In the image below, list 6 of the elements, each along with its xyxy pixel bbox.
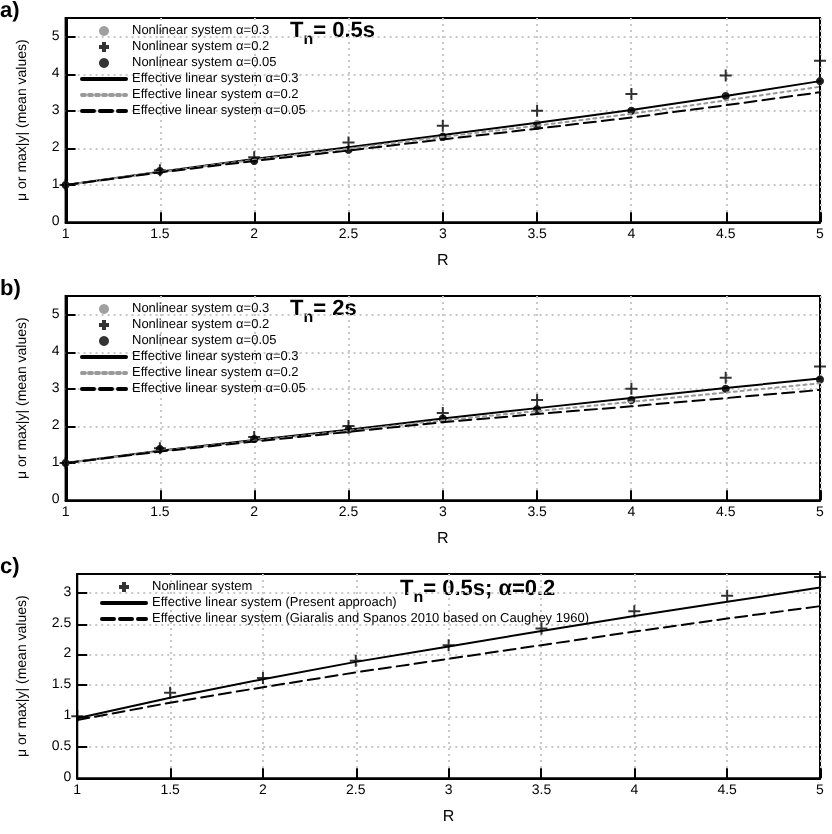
text: a) bbox=[0, 0, 21, 23]
x-axis-title: R bbox=[442, 807, 455, 825]
x-axis-title: R bbox=[437, 529, 450, 547]
text: c) bbox=[0, 555, 21, 579]
x-axis-title: R bbox=[437, 251, 450, 269]
text: b) bbox=[0, 277, 22, 301]
